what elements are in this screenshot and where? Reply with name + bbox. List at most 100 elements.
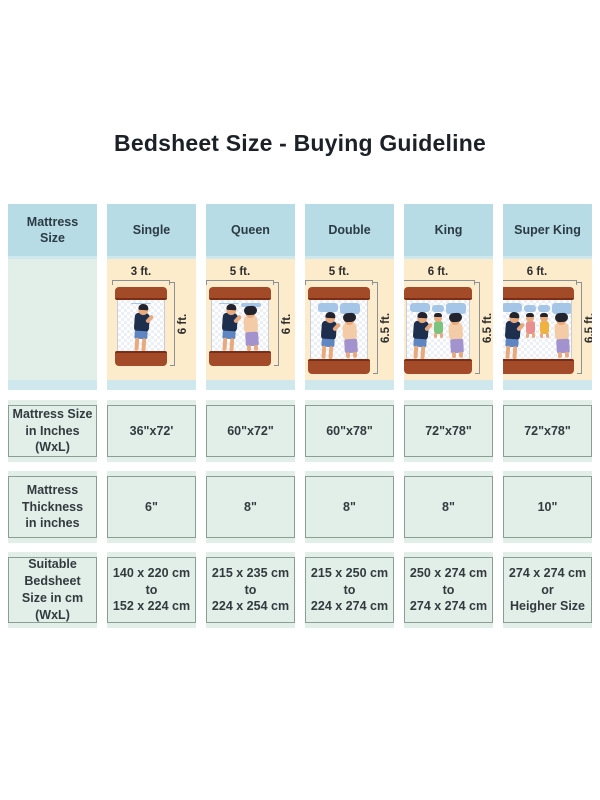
pillow [552,303,571,314]
person-man [220,303,242,351]
bed-illustration [308,287,370,374]
value-cell: 274 x 274 cm or Heigher Size [503,552,592,628]
bed-width-label: 5 ft. [229,266,251,278]
person-man [319,311,341,359]
value-cell: 72"x78" [404,400,493,462]
bed-mattress [211,300,269,351]
value-king: 8" [404,476,493,538]
width-bracket [206,280,274,285]
illustration-super-king: 6 ft. [503,256,592,390]
bed-headboard [503,287,574,300]
row-label-cell: Suitable Bedsheet Size in cm (WxL) [8,552,97,628]
bed-length-label: 6.5 ft. [584,312,592,344]
row-suitable-bedsheet-size: Suitable Bedsheet Size in cm (WxL) 140 x… [8,552,592,628]
person-baby [433,313,443,338]
bed-headboard [115,287,167,300]
bed-mattress [117,300,165,351]
value-cell: 60"x78" [305,400,394,462]
value-double: 60"x78" [305,405,394,457]
row-label-cell: Mattress Size in Inches (WxL) [8,400,97,462]
bed-length-label: 6 ft. [177,313,190,335]
row-label: Suitable Bedsheet Size in cm (WxL) [8,557,97,623]
bed-footboard [115,351,167,366]
bed-width-label: 6 ft. [526,266,548,278]
bed-footboard [308,359,370,374]
bed-illustration [115,287,167,366]
bed-width-label: 3 ft. [130,266,152,278]
pillow [219,303,239,304]
length-bracket [475,282,480,374]
row-mattress-size-inches: Mattress Size in Inches (WxL) 36"x72' 60… [8,400,592,462]
width-bracket [503,280,577,285]
person-woman [342,312,358,359]
value-cell: 6" [107,471,196,543]
pillow [131,303,151,304]
bed-length-label: 6 ft. [281,313,294,335]
person-man [411,311,433,359]
bed-illustration [503,287,574,374]
baby-pillow [524,305,536,312]
width-bracket [404,280,475,285]
illustration-single: 3 ft. [107,256,196,390]
bed-illustration [209,287,271,366]
bedsheet-guideline-infographic: Bedsheet Size - Buying Guideline Mattres… [0,128,600,628]
person-man [503,311,525,359]
value-double: 8" [305,476,394,538]
value-single: 140 x 220 cm to 152 x 224 cm [107,557,196,623]
person-woman [448,312,464,359]
value-cell: 72"x78" [503,400,592,462]
pillow [318,303,338,312]
value-cell: 250 x 274 cm to 274 x 274 cm [404,552,493,628]
bed-mattress [503,300,572,359]
bed-length-label: 6.5 ft. [482,312,493,344]
baby-pillow [432,305,444,312]
header-double: Double [305,204,394,256]
length-bracket [373,282,378,374]
bed-width-label: 6 ft. [427,266,449,278]
pillow [410,303,430,312]
header-super-king: Super King [503,204,592,256]
row-label-cell: Mattress Thickness in inches [8,471,97,543]
illustration-queen: 5 ft. [206,256,295,390]
value-cell: 140 x 220 cm to 152 x 224 cm [107,552,196,628]
bed-mattress [406,300,470,359]
header-single: Single [107,204,196,256]
value-single: 6" [107,476,196,538]
value-super-king: 72"x78" [503,405,592,457]
value-double: 215 x 250 cm to 224 x 274 cm [305,557,394,623]
width-bracket [305,280,373,285]
illustration-king: 6 ft. [404,256,493,390]
bed-footboard [209,351,271,366]
header-queen: Queen [206,204,295,256]
value-king: 250 x 274 cm to 274 x 274 cm [404,557,493,623]
header-row: Mattress Size Single Queen Double King S… [8,204,592,256]
pillow [340,303,360,314]
pillow [503,303,522,312]
illustration-double: 5 ft. [305,256,394,390]
person-baby [525,313,535,338]
width-bracket [112,280,170,285]
value-cell: 215 x 235 cm to 224 x 254 cm [206,552,295,628]
value-king: 72"x78" [404,405,493,457]
bed-headboard [404,287,472,300]
value-cell: 8" [404,471,493,543]
size-table: Mattress Size Single Queen Double King S… [8,204,592,628]
value-queen: 215 x 235 cm to 224 x 254 cm [206,557,295,623]
hair [137,303,148,311]
person-man [132,303,154,351]
value-queen: 60"x72" [206,405,295,457]
value-cell: 215 x 250 cm to 224 x 274 cm [305,552,394,628]
person-woman [243,305,259,351]
value-super-king: 10" [503,476,592,538]
bed-footboard [404,359,472,374]
pillow [446,303,466,314]
illustration-row: 3 ft. [8,256,592,390]
bed-headboard [209,287,271,300]
bed-length-label: 6.5 ft. [380,312,393,344]
bed-footboard [503,359,574,374]
row-mattress-thickness: Mattress Thickness in inches 6" 8" 8" 8"… [8,471,592,543]
bed-width-label: 5 ft. [328,266,350,278]
header-mattress-size: Mattress Size [8,204,97,256]
pillow [241,303,261,307]
page-title: Bedsheet Size - Buying Guideline [114,130,486,156]
